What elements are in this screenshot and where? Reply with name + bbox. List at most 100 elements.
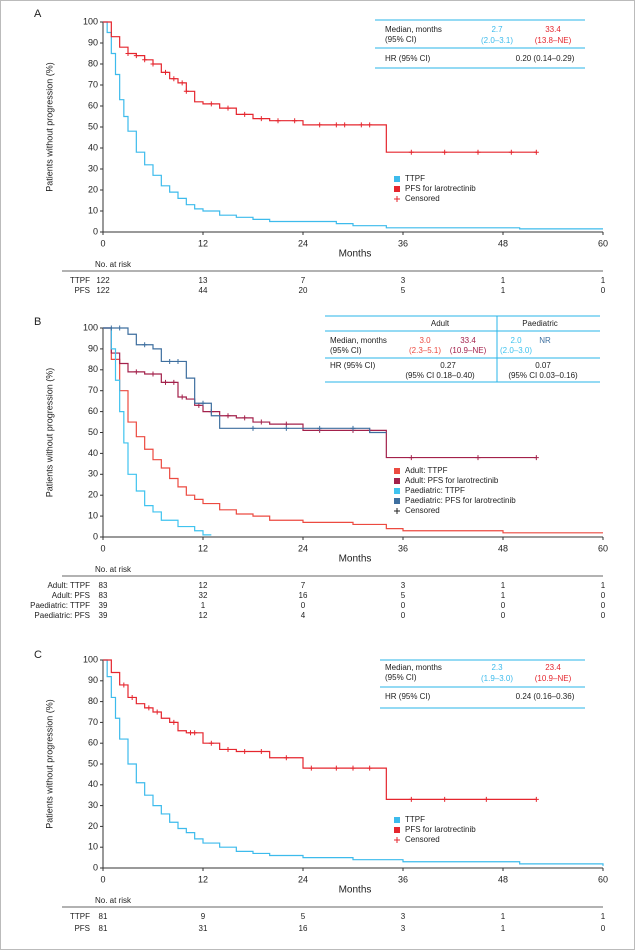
censor-mark bbox=[142, 342, 148, 348]
stats-cell: (1.9–3.0) bbox=[481, 674, 513, 683]
censor-mark bbox=[350, 765, 356, 771]
risk-value: 0 bbox=[601, 286, 606, 295]
censor-mark bbox=[108, 325, 114, 331]
risk-value: 1 bbox=[501, 286, 506, 295]
censor-mark bbox=[242, 111, 248, 117]
censor-mark bbox=[208, 101, 214, 107]
km-curve bbox=[103, 327, 387, 434]
legend-label: Paediatric: TTPF bbox=[405, 486, 465, 495]
y-tick-label: 60 bbox=[88, 406, 98, 416]
x-axis-label: Months bbox=[339, 554, 372, 565]
stats-cell: Paediatric bbox=[522, 319, 558, 328]
risk-value: 1 bbox=[501, 924, 506, 933]
risk-value: 16 bbox=[299, 591, 308, 600]
censor-mark bbox=[117, 325, 123, 331]
y-axis-label: Patients without progression (%) bbox=[44, 699, 54, 829]
x-tick-label: 24 bbox=[298, 238, 308, 248]
risk-value: 81 bbox=[99, 924, 108, 933]
y-tick-label: 40 bbox=[88, 142, 98, 152]
stats-cell: HR (95% CI) bbox=[330, 361, 376, 370]
censor-mark bbox=[533, 455, 539, 461]
stats-cell: (95% CI 0.18–0.40) bbox=[405, 371, 475, 380]
x-tick-label: 24 bbox=[298, 543, 308, 553]
censor-mark bbox=[154, 709, 160, 715]
legend-censor bbox=[394, 508, 400, 514]
censor-mark bbox=[350, 425, 356, 431]
risk-value: 12 bbox=[199, 581, 208, 590]
risk-value: 20 bbox=[299, 286, 308, 295]
legend-swatch bbox=[394, 186, 400, 192]
censor-mark bbox=[171, 719, 177, 725]
censor-mark bbox=[317, 425, 323, 431]
risk-value: 1 bbox=[501, 581, 506, 590]
risk-value: 5 bbox=[401, 286, 406, 295]
legend-censor bbox=[394, 837, 400, 843]
censor-mark bbox=[342, 122, 348, 128]
censor-mark bbox=[283, 421, 289, 427]
censor-mark bbox=[150, 61, 156, 67]
censor-mark bbox=[442, 149, 448, 155]
censor-mark bbox=[258, 116, 264, 122]
y-tick-label: 50 bbox=[88, 758, 98, 768]
stats-cell: (2.0–3.0) bbox=[500, 346, 532, 355]
legend-swatch bbox=[394, 817, 400, 823]
risk-value: 1 bbox=[501, 591, 506, 600]
stats-cell: Median, months bbox=[385, 663, 442, 672]
stats-cell: 23.4 bbox=[545, 663, 561, 672]
x-tick-label: 12 bbox=[198, 874, 208, 884]
risk-row-label: TTPF bbox=[70, 912, 90, 921]
x-tick-label: 12 bbox=[198, 238, 208, 248]
risk-value: 0 bbox=[301, 601, 306, 610]
censor-mark bbox=[367, 765, 373, 771]
x-tick-label: 60 bbox=[598, 543, 608, 553]
y-tick-label: 30 bbox=[88, 163, 98, 173]
censor-mark bbox=[283, 425, 289, 431]
legend-label: Adult: TTPF bbox=[405, 466, 448, 475]
censor-mark bbox=[508, 149, 514, 155]
legend-label: PFS for larotrectinib bbox=[405, 825, 476, 834]
panel-label: A bbox=[34, 8, 42, 20]
censor-mark bbox=[150, 371, 156, 377]
y-tick-label: 20 bbox=[88, 821, 98, 831]
stats-cell: Median, months bbox=[385, 25, 442, 34]
y-tick-label: 0 bbox=[93, 862, 98, 872]
km-curve bbox=[103, 21, 537, 153]
risk-row-label: TTPF bbox=[70, 276, 90, 285]
legend-label: PFS for larotrectinib bbox=[405, 184, 476, 193]
censor-mark bbox=[179, 394, 185, 400]
censor-mark bbox=[242, 749, 248, 755]
legend-label: Censored bbox=[405, 506, 440, 515]
risk-value: 122 bbox=[96, 276, 110, 285]
censor-mark bbox=[225, 105, 231, 111]
censor-mark bbox=[179, 80, 185, 86]
censor-mark bbox=[167, 358, 173, 364]
x-axis-label: Months bbox=[339, 249, 372, 260]
censor-mark bbox=[142, 57, 148, 63]
km-curve bbox=[103, 21, 603, 230]
stats-cell: (95% CI) bbox=[385, 673, 417, 682]
y-tick-label: 90 bbox=[88, 675, 98, 685]
risk-value: 16 bbox=[299, 924, 308, 933]
censor-mark bbox=[283, 755, 289, 761]
risk-value: 83 bbox=[99, 591, 108, 600]
y-tick-label: 10 bbox=[88, 510, 98, 520]
censor-mark bbox=[408, 796, 414, 802]
stats-cell: Median, months bbox=[330, 336, 387, 345]
stats-cell: (13.8–NE) bbox=[535, 36, 572, 45]
censor-mark bbox=[175, 358, 181, 364]
legend-label: Paediatric: PFS for larotrectinib bbox=[405, 496, 516, 505]
y-tick-label: 50 bbox=[88, 427, 98, 437]
risk-value: 1 bbox=[601, 276, 606, 285]
legend-label: Censored bbox=[405, 835, 440, 844]
km-curve bbox=[103, 327, 603, 534]
x-axis-label: Months bbox=[339, 885, 372, 896]
y-axis-label: Patients without progression (%) bbox=[44, 62, 54, 192]
risk-title: No. at risk bbox=[95, 565, 132, 574]
censor-mark bbox=[475, 149, 481, 155]
risk-value: 0 bbox=[501, 611, 506, 620]
y-tick-label: 70 bbox=[88, 385, 98, 395]
legend-swatch bbox=[394, 488, 400, 494]
x-tick-label: 36 bbox=[398, 238, 408, 248]
risk-value: 0 bbox=[601, 924, 606, 933]
censor-mark bbox=[129, 694, 135, 700]
